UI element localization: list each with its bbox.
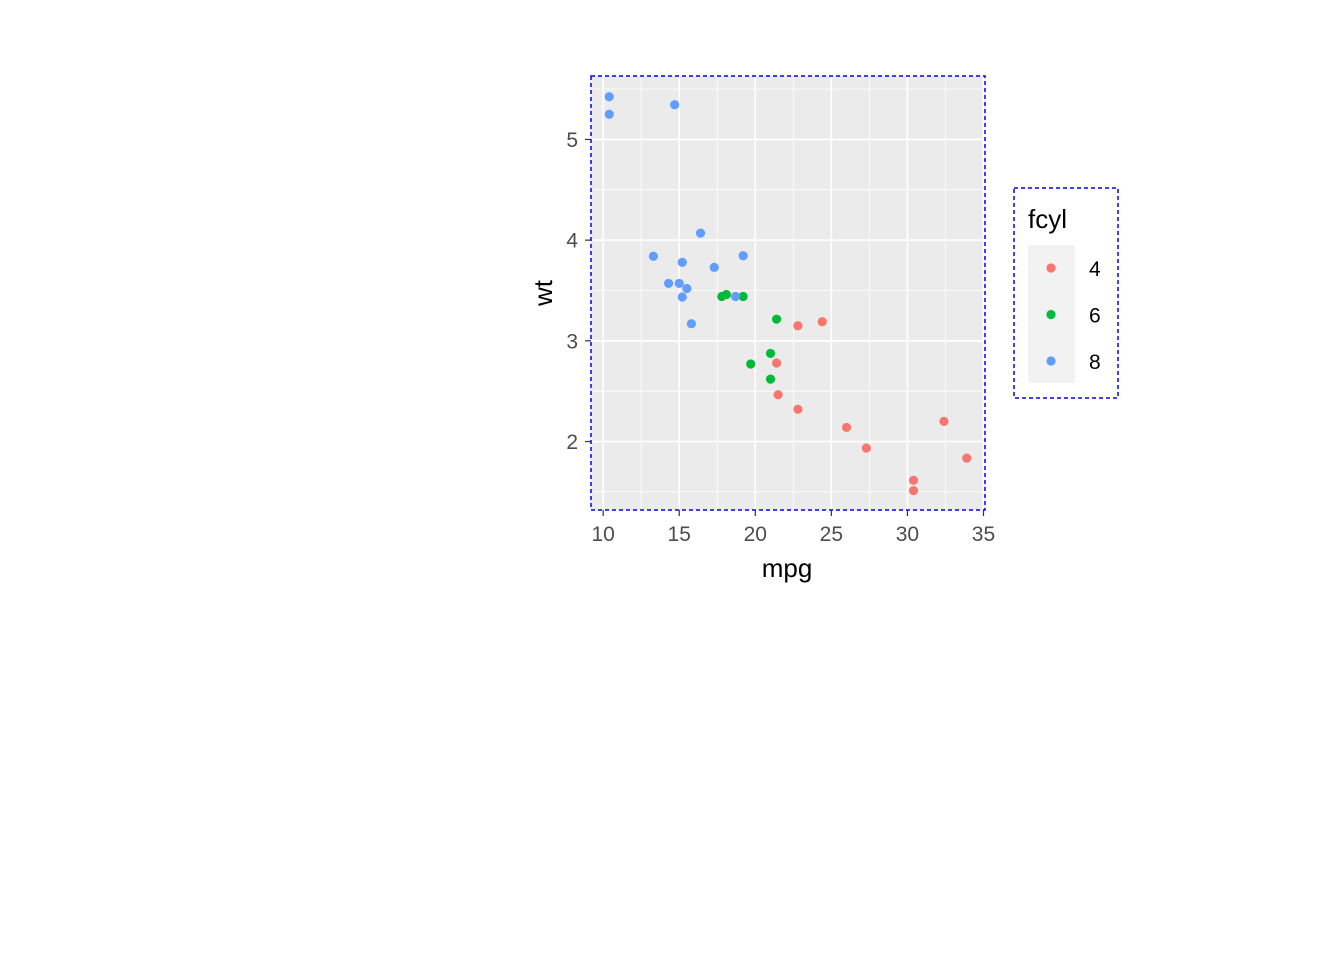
data-point-cyl-6 <box>771 314 782 324</box>
legend-key-8 <box>1046 356 1056 366</box>
data-point-cyl-4 <box>793 321 803 331</box>
data-point-cyl-6 <box>717 291 727 302</box>
y-tick-label: 5 <box>566 129 578 152</box>
data-point-cyl-8 <box>648 251 658 261</box>
y-tick-label: 3 <box>566 330 578 353</box>
data-point-cyl-8 <box>677 257 687 267</box>
data-point-cyl-8 <box>686 319 697 329</box>
data-point-cyl-6 <box>765 348 776 359</box>
panel-background <box>591 76 985 510</box>
x-tick-label: 15 <box>668 523 691 546</box>
plot-area <box>590 75 986 511</box>
legend-key-6 <box>1046 309 1056 320</box>
data-point-cyl-8 <box>738 251 748 261</box>
y-axis-title: wt <box>528 279 558 307</box>
legend: fcyl 4 6 8 <box>1013 187 1119 399</box>
data-point-cyl-8 <box>682 283 692 294</box>
data-point-cyl-8 <box>663 278 674 289</box>
data-point-cyl-6 <box>765 374 776 384</box>
data-point-cyl-4 <box>908 485 919 496</box>
data-point-cyl-8 <box>670 100 680 110</box>
x-tick-label: 30 <box>896 523 919 546</box>
data-point-cyl-8 <box>709 262 719 272</box>
legend-title: fcyl <box>1028 204 1067 234</box>
legend-key-4 <box>1046 263 1056 273</box>
x-tick-label: 25 <box>820 523 843 546</box>
data-point-cyl-8 <box>677 292 687 302</box>
y-tick-label: 2 <box>566 431 578 454</box>
x-tick-label: 20 <box>744 523 767 546</box>
y-tick-label: 4 <box>566 230 578 253</box>
data-point-cyl-6 <box>746 359 756 369</box>
legend-label-4: 4 <box>1089 258 1101 281</box>
x-tick-label: 35 <box>972 523 995 546</box>
data-point-cyl-6 <box>738 291 748 302</box>
legend-border <box>1013 187 1119 399</box>
data-point-cyl-8 <box>604 109 614 119</box>
data-point-cyl-4 <box>771 358 782 368</box>
panel-border <box>590 75 986 511</box>
axes: 10 15 20 25 30 35 2 3 4 5 <box>566 129 995 546</box>
data-point-cyl-4 <box>861 443 871 453</box>
data-point-cyl-8 <box>604 92 614 102</box>
data-point-cyl-4 <box>773 390 783 400</box>
data-point-cyl-4 <box>908 475 919 485</box>
data-point-cyl-4 <box>939 416 949 426</box>
data-point-cyl-8 <box>674 278 684 289</box>
x-tick-label: 10 <box>591 523 614 546</box>
x-axis-title: mpg <box>762 553 813 583</box>
data-point-cyl-4 <box>793 404 803 414</box>
data-point-cyl-4 <box>962 453 972 463</box>
data-point-cyl-4 <box>841 422 852 433</box>
legend-label-8: 8 <box>1089 351 1101 374</box>
data-point-cyl-4 <box>817 317 827 327</box>
data-point-cyl-8 <box>730 291 741 302</box>
legend-label-6: 6 <box>1089 305 1101 328</box>
data-point-cyl-8 <box>695 228 706 238</box>
